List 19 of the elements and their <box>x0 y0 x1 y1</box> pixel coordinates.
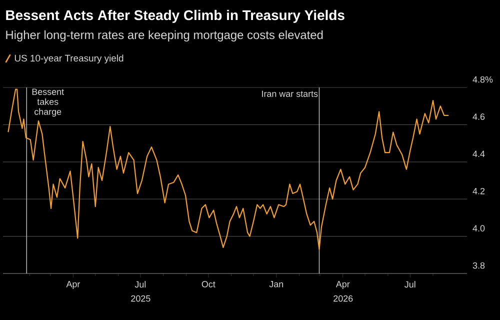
y-tick-label: 3.8 <box>472 262 485 269</box>
ref-line-label: Iran war starts <box>262 90 318 97</box>
text: 2026 <box>334 295 353 302</box>
y-tick-label: 4.2 <box>472 188 485 194</box>
x-tick-label: Apr <box>336 281 350 290</box>
x-tick-label: Oct <box>202 281 216 288</box>
legend-label: US 10-year Treasury yield <box>14 54 124 64</box>
x-tick-label: Jul <box>134 281 146 288</box>
text: 2025 <box>131 295 150 302</box>
y-tick-label: 4.6 <box>472 114 485 120</box>
chart-subtitle: Higher long-term rates are keeping mortgage costs elevated <box>6 30 323 42</box>
x-tick-label: Apr <box>66 281 80 290</box>
y-tick-label: 4.0 <box>472 225 485 232</box>
y-tick-label: 4.8% <box>472 76 493 83</box>
x-tick-label: Jan <box>269 281 284 288</box>
y-tick-label: 4.4 <box>472 150 485 157</box>
ref-line-label: Bessent takes charge <box>32 88 64 117</box>
chart-title: Bessent Acts After Steady Climb in Treasury Yields <box>6 10 344 23</box>
x-tick-label: Jul <box>404 281 416 288</box>
